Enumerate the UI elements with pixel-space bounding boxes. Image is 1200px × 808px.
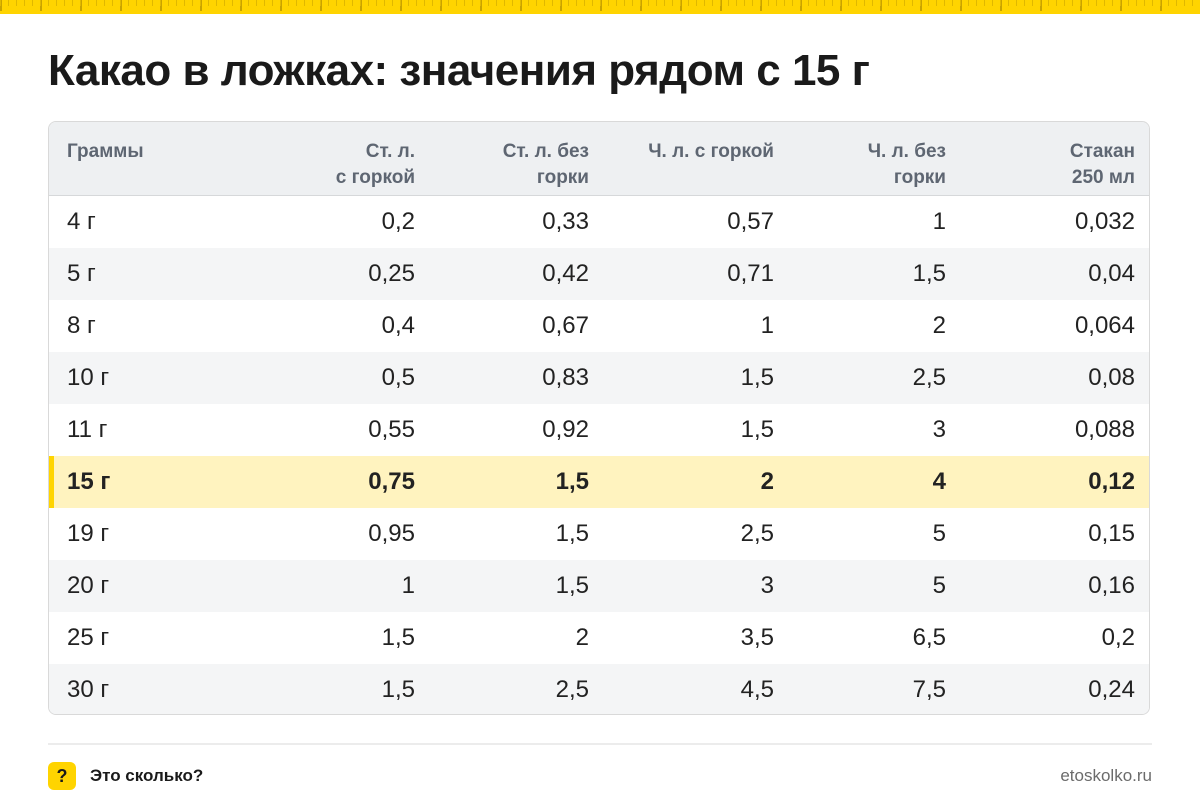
cell-tsp-heaped: 3: [760, 572, 774, 599]
ruler-strip: [0, 0, 1200, 14]
header-tbsp-heaped: Ст. л. с горкой: [289, 139, 415, 191]
cell-grams: 11 г: [67, 416, 108, 443]
table-row: 11 г 0,55 0,92 1,5 3 0,088: [49, 404, 1149, 456]
cell-tsp-heaped: 1,5: [740, 364, 774, 391]
table-row: 4 г 0,2 0,33 0,57 1 0,032: [49, 196, 1149, 248]
cell-tsp-heaped: 1: [760, 312, 774, 339]
page-title: Какао в ложках: значения рядом с 15 г: [48, 46, 870, 95]
cell-tbsp-level: 0,67: [542, 312, 589, 339]
table-row-highlighted: 15 г 0,75 1,5 2 4 0,12: [49, 456, 1149, 508]
header-tsp-heaped: Ч. л. с горкой: [609, 139, 774, 165]
cell-tsp-heaped: 2: [760, 468, 774, 495]
cell-tsp-level: 6,5: [912, 624, 946, 651]
cell-glass: 0,24: [1088, 676, 1135, 703]
cell-tbsp-level: 1,5: [555, 520, 589, 547]
cell-tbsp-heaped: 1: [401, 572, 415, 599]
cell-tbsp-heaped: 0,25: [368, 260, 415, 287]
header-tbsp-level-line1: Ст. л. без: [502, 141, 589, 162]
brand-logo[interactable]: ? Это сколько?: [48, 762, 203, 790]
cell-tbsp-heaped: 0,5: [381, 364, 415, 391]
cell-grams: 25 г: [67, 624, 110, 651]
cell-tsp-heaped: 0,71: [727, 260, 774, 287]
cell-tbsp-level: 0,42: [542, 260, 589, 287]
header-tbsp-heaped-line1: Ст. л.: [365, 141, 415, 162]
table-header: Граммы Ст. л. с горкой Ст. л. без горки …: [49, 122, 1149, 196]
header-tsp-heaped-line1: Ч. л. с горкой: [648, 141, 774, 162]
cell-tbsp-level: 0,33: [542, 208, 589, 235]
cell-glass: 0,2: [1101, 624, 1135, 651]
header-tbsp-level: Ст. л. без горки: [439, 139, 589, 191]
cell-tbsp-heaped: 0,55: [368, 416, 415, 443]
cell-tsp-level: 5: [932, 520, 946, 547]
cell-glass: 0,12: [1088, 468, 1135, 495]
cell-grams: 30 г: [67, 676, 110, 703]
cell-tsp-heaped: 1,5: [740, 416, 774, 443]
question-icon: ?: [48, 762, 76, 790]
cell-tsp-level: 3: [932, 416, 946, 443]
table-row: 19 г 0,95 1,5 2,5 5 0,15: [49, 508, 1149, 560]
cell-tsp-heaped: 2,5: [740, 520, 774, 547]
table-row: 30 г 1,5 2,5 4,5 7,5 0,24: [49, 664, 1149, 714]
cell-tbsp-heaped: 1,5: [381, 676, 415, 703]
cell-tsp-level: 5: [932, 572, 946, 599]
cell-tsp-level: 1: [932, 208, 946, 235]
brand-name: Это сколько?: [90, 766, 204, 785]
cell-glass: 0,04: [1088, 260, 1135, 287]
header-grams-line1: Граммы: [67, 141, 144, 162]
header-tsp-level-line1: Ч. л. без: [867, 141, 946, 162]
header-tsp-level-line2: горки: [893, 167, 946, 188]
cell-grams: 20 г: [67, 572, 110, 599]
header-glass-line1: Стакан: [1069, 141, 1135, 162]
cell-glass: 0,064: [1074, 312, 1135, 339]
cell-glass: 0,08: [1088, 364, 1135, 391]
cell-tsp-level: 2: [932, 312, 946, 339]
header-glass-250ml: Стакан 250 мл: [969, 139, 1135, 191]
cell-tsp-heaped: 3,5: [740, 624, 774, 651]
cell-tbsp-heaped: 0,75: [368, 468, 415, 495]
cell-tsp-level: 7,5: [912, 676, 946, 703]
cell-grams: 10 г: [67, 364, 110, 391]
cell-glass: 0,088: [1074, 416, 1135, 443]
table-row: 8 г 0,4 0,67 1 2 0,064: [49, 300, 1149, 352]
conversion-table: Граммы Ст. л. с горкой Ст. л. без горки …: [48, 121, 1150, 715]
header-tbsp-level-line2: горки: [536, 167, 589, 188]
cell-grams: 19 г: [67, 520, 110, 547]
table-row: 5 г 0,25 0,42 0,71 1,5 0,04: [49, 248, 1149, 300]
cell-tbsp-heaped: 0,2: [381, 208, 415, 235]
cell-tbsp-level: 0,83: [542, 364, 589, 391]
footer-divider: [48, 743, 1152, 745]
cell-tsp-level: 2,5: [912, 364, 946, 391]
cell-tbsp-heaped: 0,95: [368, 520, 415, 547]
table-row: 10 г 0,5 0,83 1,5 2,5 0,08: [49, 352, 1149, 404]
table-body: 4 г 0,2 0,33 0,57 1 0,032 5 г 0,25 0,42 …: [49, 196, 1149, 714]
cell-tbsp-level: 1,5: [555, 572, 589, 599]
header-grams: Граммы: [67, 139, 267, 165]
table-row: 20 г 1 1,5 3 5 0,16: [49, 560, 1149, 612]
cell-tbsp-level: 0,92: [542, 416, 589, 443]
cell-glass: 0,15: [1088, 520, 1135, 547]
cell-tsp-level: 4: [932, 468, 946, 495]
cell-tsp-level: 1,5: [912, 260, 946, 287]
table-row: 25 г 1,5 2 3,5 6,5 0,2: [49, 612, 1149, 664]
cell-grams: 8 г: [67, 312, 96, 339]
cell-tsp-heaped: 0,57: [727, 208, 774, 235]
cell-tsp-heaped: 4,5: [740, 676, 774, 703]
cell-tbsp-heaped: 0,4: [381, 312, 415, 339]
cell-glass: 0,16: [1088, 572, 1135, 599]
cell-grams: 15 г: [67, 468, 111, 495]
header-tbsp-heaped-line2: с горкой: [335, 167, 415, 188]
header-glass-line2: 250 мл: [1071, 167, 1135, 188]
cell-tbsp-heaped: 1,5: [381, 624, 415, 651]
cell-glass: 0,032: [1074, 208, 1135, 235]
site-link[interactable]: etoskolko.ru: [1060, 766, 1152, 785]
cell-tbsp-level: 2: [575, 624, 589, 651]
cell-tbsp-level: 2,5: [555, 676, 589, 703]
cell-grams: 5 г: [67, 260, 96, 287]
cell-tbsp-level: 1,5: [555, 468, 589, 495]
cell-grams: 4 г: [67, 208, 96, 235]
header-tsp-level: Ч. л. без горки: [789, 139, 946, 191]
